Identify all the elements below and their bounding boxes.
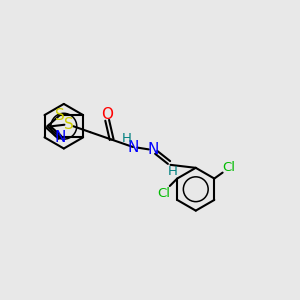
Text: Cl: Cl [223, 161, 236, 174]
Text: Cl: Cl [157, 187, 170, 200]
Text: S: S [55, 108, 65, 123]
Text: H: H [168, 165, 178, 178]
Text: N: N [128, 140, 139, 154]
Text: O: O [101, 107, 113, 122]
Text: N: N [54, 130, 66, 145]
Text: S: S [64, 117, 74, 132]
Text: N: N [148, 142, 159, 157]
Text: H: H [122, 132, 132, 145]
